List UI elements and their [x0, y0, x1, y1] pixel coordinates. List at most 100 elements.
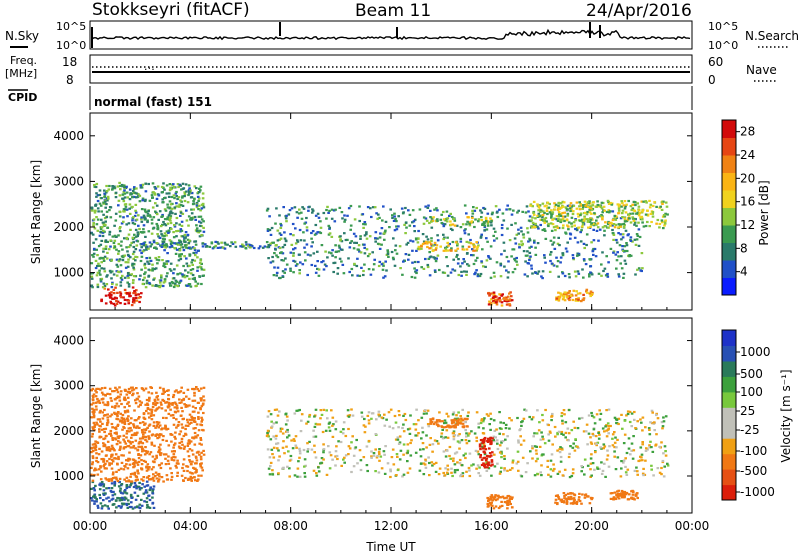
heatmap-cell	[136, 448, 139, 451]
date-title: 24/Apr/2016	[586, 1, 692, 21]
heatmap-cell	[150, 443, 154, 446]
heatmap-cell	[382, 264, 385, 267]
heatmap-cell	[492, 227, 496, 230]
heatmap-cell	[152, 424, 156, 427]
heatmap-cell	[127, 233, 131, 236]
heatmap-cell	[202, 402, 205, 405]
heatmap-cell	[116, 415, 119, 418]
heatmap-cell	[620, 205, 623, 208]
heatmap-cell	[460, 464, 464, 467]
heatmap-cell	[167, 406, 170, 409]
heatmap-cell	[578, 499, 582, 503]
heatmap-cell	[90, 416, 93, 419]
heatmap-cell	[484, 218, 488, 221]
heatmap-cell	[453, 471, 457, 474]
heatmap-cell	[160, 245, 164, 248]
heatmap-cell	[120, 461, 124, 464]
heatmap-cell	[147, 262, 151, 265]
heatmap-cell	[100, 458, 103, 461]
heatmap-cell	[582, 298, 585, 302]
heatmap-cell	[166, 216, 169, 219]
heatmap-cell	[396, 438, 400, 441]
heatmap-cell	[273, 252, 276, 255]
heatmap-cell	[468, 452, 472, 455]
heatmap-cell	[392, 237, 395, 240]
heatmap-cell	[561, 205, 565, 208]
heatmap-cell	[623, 249, 627, 253]
heatmap-cell	[248, 244, 252, 247]
heatmap-cell	[487, 499, 490, 502]
heatmap-cell	[466, 263, 469, 266]
heatmap-cell	[619, 217, 623, 220]
heatmap-cell	[95, 195, 98, 198]
colorbar-swatch	[722, 277, 736, 296]
heatmap-cell	[145, 282, 149, 285]
heatmap-cell	[440, 432, 444, 435]
heatmap-cell	[157, 450, 160, 454]
heatmap-cell	[109, 239, 112, 242]
heatmap-cell	[153, 399, 157, 403]
heatmap-cell	[468, 469, 471, 472]
heatmap-cell	[104, 200, 107, 203]
heatmap-cell	[337, 244, 341, 247]
heatmap-cell	[123, 203, 127, 206]
heatmap-cell	[459, 237, 463, 240]
heatmap-cell	[482, 438, 486, 442]
heatmap-cell	[173, 268, 176, 271]
heatmap-cell	[179, 430, 183, 433]
heatmap-cell	[550, 453, 554, 456]
heatmap-cell	[505, 300, 509, 303]
heatmap-cell	[456, 253, 459, 257]
heatmap-cell	[660, 466, 663, 470]
heatmap-cell	[585, 233, 589, 236]
heatmap-cell	[143, 417, 147, 420]
heatmap-cell	[216, 241, 219, 244]
heatmap-cell	[100, 470, 103, 473]
heatmap-cell	[619, 475, 623, 478]
heatmap-cell	[606, 454, 610, 457]
heatmap-cell	[608, 210, 612, 213]
heatmap-cell	[567, 228, 570, 231]
heatmap-cell	[128, 207, 131, 210]
heatmap-cell	[651, 211, 655, 214]
heatmap-cell	[104, 427, 108, 430]
heatmap-cell	[543, 211, 546, 215]
heatmap-cell	[477, 472, 480, 475]
colorbar-swatch	[722, 242, 736, 261]
heatmap-cell	[326, 256, 329, 259]
heatmap-cell	[140, 487, 143, 490]
heatmap-cell	[585, 423, 589, 426]
heatmap-cell	[374, 240, 377, 243]
heatmap-cell	[351, 435, 354, 438]
heatmap-cell	[296, 467, 300, 470]
heatmap-cell	[491, 211, 494, 214]
heatmap-cell	[442, 249, 446, 252]
heatmap-cell	[480, 458, 484, 461]
heatmap-cell	[96, 271, 100, 274]
heatmap-cell	[171, 241, 174, 244]
heatmap-cell	[623, 207, 627, 210]
heatmap-cell	[113, 390, 116, 393]
colorbar-tick-label: 4	[740, 265, 748, 279]
heatmap-cell	[452, 438, 456, 441]
heatmap-cell	[487, 292, 490, 295]
heatmap-cell	[285, 263, 289, 266]
heatmap-cell	[452, 411, 456, 414]
heatmap-cell	[108, 448, 111, 451]
heatmap-cell	[612, 250, 616, 253]
heatmap-cell	[303, 475, 307, 478]
heatmap-cell	[169, 210, 173, 213]
heatmap-cell	[437, 442, 440, 445]
heatmap-cell	[617, 232, 620, 235]
heatmap-cell	[135, 487, 138, 490]
heatmap-cell	[430, 243, 433, 246]
heatmap-cell	[126, 467, 130, 470]
heatmap-cell	[102, 489, 106, 492]
heatmap-cell	[622, 459, 626, 462]
heatmap-cell	[322, 408, 326, 411]
heatmap-cell	[338, 246, 341, 249]
heatmap-cell	[539, 209, 543, 212]
heatmap-cell	[572, 289, 576, 292]
heatmap-cell	[151, 489, 154, 492]
heatmap-cell	[435, 419, 439, 422]
